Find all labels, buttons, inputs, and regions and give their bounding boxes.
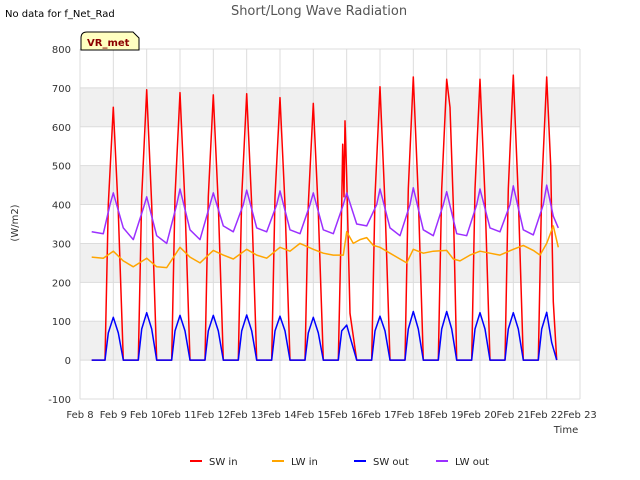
background-band <box>80 87 580 127</box>
y-tick-label: -100 <box>48 395 71 406</box>
y-tick-label: 400 <box>52 201 71 212</box>
site-badge-label: VR_met <box>87 38 130 49</box>
x-axis-label: Time <box>553 425 578 436</box>
x-tick-label: Feb 13 <box>230 410 264 421</box>
x-tick-label: Feb 23 <box>563 410 597 421</box>
y-tick-label: 300 <box>52 239 71 250</box>
chart-title: Short/Long Wave Radiation <box>231 4 407 19</box>
legend-label-sw-out: SW out <box>373 457 409 468</box>
x-tick-label: Feb 10 <box>130 410 164 421</box>
y-tick-labels: -100 0 100 200 300 400 500 600 700 800 <box>48 45 71 406</box>
series-line-sw-out <box>91 310 558 361</box>
y-tick-label: 500 <box>52 162 71 173</box>
x-tick-label: Feb 12 <box>197 410 231 421</box>
x-tick-label: Feb 17 <box>363 410 397 421</box>
x-tick-label: Feb 20 <box>463 410 497 421</box>
x-tick-label: Feb 14 <box>263 410 297 421</box>
series-layer <box>91 74 560 361</box>
series-line-sw-in <box>91 74 558 361</box>
x-tick-label: Feb 19 <box>430 410 464 421</box>
grid-lines <box>79 48 581 400</box>
background-band <box>80 243 580 283</box>
series-line-lw-in <box>91 225 560 269</box>
y-tick-label: 0 <box>65 356 71 367</box>
x-tick-label: Feb 18 <box>397 410 431 421</box>
y-tick-label: 700 <box>52 84 71 95</box>
no-data-note: No data for f_Net_Rad <box>5 9 115 20</box>
y-axis-label: (W/m2) <box>10 204 21 241</box>
x-tick-label: Feb 11 <box>163 410 197 421</box>
legend-label-sw-in: SW in <box>209 457 238 468</box>
x-tick-labels: Feb 8 Feb 9 Feb 10 Feb 11 Feb 12 Feb 13 Feb 14… <box>66 410 596 421</box>
x-tick-label: Feb 8 <box>66 410 93 421</box>
legend-label-lw-out: LW out <box>455 457 489 468</box>
x-tick-label: Feb 15 <box>297 410 331 421</box>
plot-background-bands <box>80 49 580 399</box>
legend: SW in LW in SW out LW out <box>190 457 489 468</box>
background-band <box>80 321 580 361</box>
site-badge: VR_met <box>80 31 140 51</box>
x-tick-label: Feb 21 <box>497 410 531 421</box>
x-tick-label: Feb 16 <box>330 410 364 421</box>
x-tick-label: Feb 22 <box>530 410 564 421</box>
series-line-lw-out <box>91 184 559 245</box>
legend-label-lw-in: LW in <box>291 457 318 468</box>
x-tick-label: Feb 9 <box>100 410 127 421</box>
background-band <box>80 165 580 205</box>
y-tick-label: 100 <box>52 317 71 328</box>
y-tick-label: 600 <box>52 123 71 134</box>
y-tick-label: 800 <box>52 45 71 56</box>
y-tick-label: 200 <box>52 278 71 289</box>
